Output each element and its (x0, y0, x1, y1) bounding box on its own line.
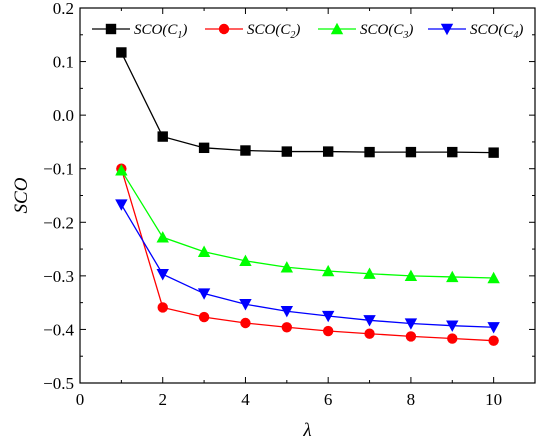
data-point (322, 325, 334, 337)
y-tick-label: 0.2 (53, 0, 74, 18)
x-tick-label: 6 (324, 390, 333, 409)
legend-entry-4: SCO(C4) (428, 22, 523, 41)
data-point (240, 317, 251, 329)
legend-label: SCO(C2) (247, 22, 300, 41)
data-point (157, 131, 168, 142)
x-tick-label: 2 (158, 390, 167, 409)
legend-label: SCO(C1) (134, 22, 187, 41)
y-tick-label: −0.2 (43, 213, 74, 232)
series-3 (115, 164, 500, 284)
y-tick-label: 0.0 (53, 106, 74, 125)
legend-entry-3: SCO(C3) (318, 22, 413, 41)
y-tick-label: 0.1 (53, 53, 74, 72)
series-line (120, 204, 494, 328)
data-point (281, 322, 293, 333)
y-tick-label: −0.4 (43, 320, 74, 339)
data-point (363, 315, 376, 327)
x-tick-label: 0 (76, 390, 85, 409)
data-point (487, 271, 500, 284)
legend-marker (440, 23, 454, 36)
legend-marker (330, 22, 344, 35)
series-4 (115, 199, 500, 334)
data-point (405, 331, 417, 342)
series-line (120, 169, 494, 279)
x-tick-label: 8 (407, 390, 416, 409)
data-point (364, 328, 375, 339)
x-axis-title: λ (302, 420, 311, 441)
legend-marker (218, 23, 230, 35)
data-point (446, 270, 459, 283)
data-point (322, 146, 334, 157)
data-point (487, 322, 500, 334)
data-point (404, 318, 418, 330)
data-point (197, 245, 211, 257)
y-tick-label: −0.3 (43, 267, 74, 286)
data-point (156, 269, 169, 281)
data-point (363, 267, 376, 279)
x-tick-label: 10 (485, 390, 502, 409)
data-point (321, 264, 335, 277)
data-point (157, 302, 168, 313)
data-point (156, 231, 169, 243)
data-point (239, 299, 252, 311)
y-tick-label: −0.5 (43, 374, 74, 393)
series-1 (116, 47, 499, 158)
y-axis-title: SCO (11, 177, 32, 213)
data-point (116, 47, 127, 58)
series-line (120, 52, 494, 154)
data-point (404, 269, 418, 282)
data-point (240, 145, 251, 156)
legend-marker (105, 23, 117, 35)
data-point (239, 254, 252, 267)
data-point (115, 199, 128, 211)
series-2 (116, 163, 499, 346)
data-point (197, 288, 211, 300)
data-point (281, 146, 293, 157)
data-point (115, 164, 128, 176)
series-line (120, 168, 494, 342)
data-point (447, 146, 458, 158)
data-point (364, 146, 375, 158)
legend-label: SCO(C4) (470, 22, 523, 41)
data-point (198, 142, 210, 154)
data-point (280, 261, 294, 273)
data-point (446, 320, 459, 332)
data-point (321, 310, 335, 323)
data-point (488, 147, 499, 158)
x-tick-label: 4 (241, 390, 250, 409)
legend-entry-2: SCO(C2) (205, 22, 300, 41)
data-point (280, 306, 294, 318)
data-point (447, 333, 458, 344)
legend-entry-1: SCO(C1) (92, 22, 187, 41)
y-tick-label: −0.1 (43, 160, 74, 179)
data-point (198, 311, 210, 323)
legend-label: SCO(C3) (360, 22, 413, 41)
data-point (488, 335, 499, 346)
data-point (405, 146, 417, 158)
